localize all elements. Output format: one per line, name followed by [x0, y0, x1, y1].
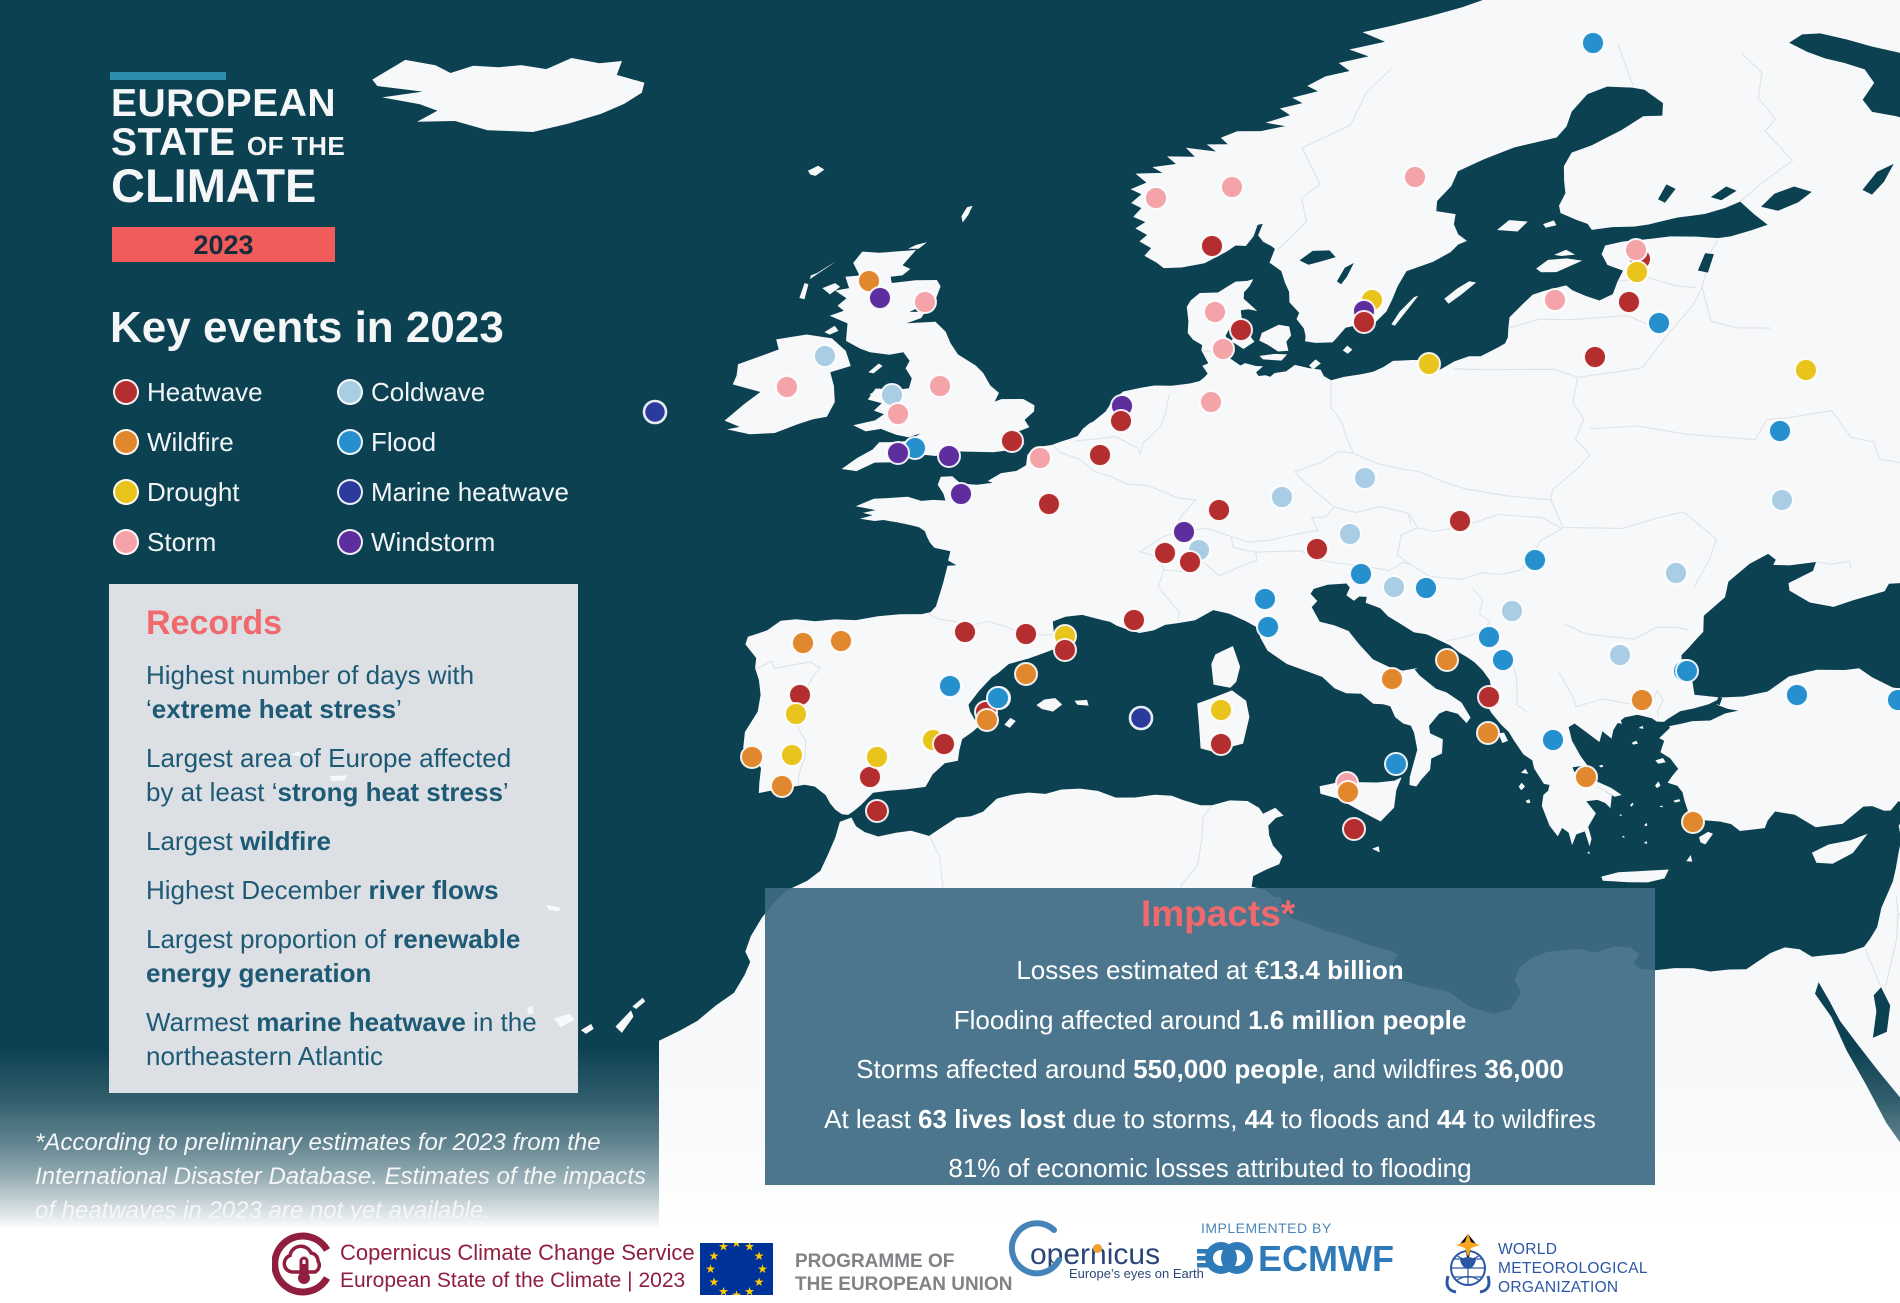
svg-text:★: ★: [705, 1262, 716, 1276]
svg-text:★: ★: [709, 1275, 720, 1289]
svg-text:★: ★: [754, 1275, 765, 1289]
svg-text:★: ★: [754, 1249, 765, 1263]
svg-text:★: ★: [718, 1243, 729, 1254]
svg-text:★: ★: [757, 1262, 768, 1276]
svg-text:★: ★: [731, 1288, 742, 1295]
svg-text:★: ★: [709, 1249, 720, 1263]
svg-text:★: ★: [718, 1285, 729, 1295]
svg-text:★: ★: [731, 1243, 742, 1250]
svg-text:★: ★: [744, 1243, 755, 1254]
svg-text:★: ★: [744, 1285, 755, 1295]
